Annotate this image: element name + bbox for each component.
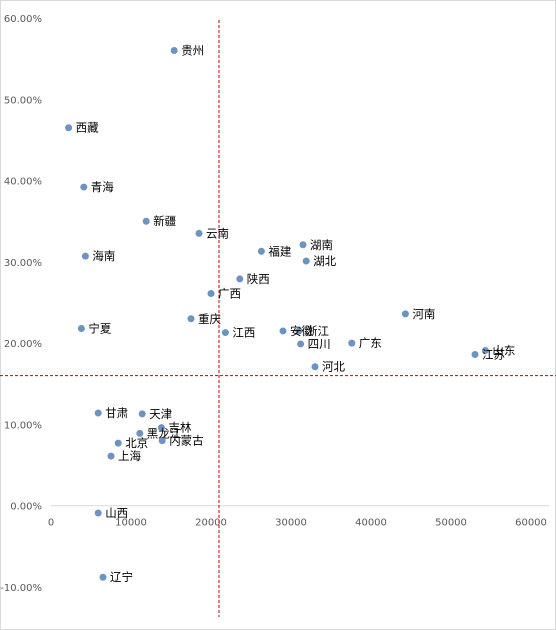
- data-point: [401, 310, 409, 318]
- data-point-label: 广东: [359, 336, 382, 350]
- data-point: [107, 452, 115, 460]
- x-tick-label: 10000: [115, 518, 147, 529]
- y-tick-label: 0.00%: [10, 502, 42, 513]
- data-point: [142, 217, 150, 225]
- data-point: [81, 252, 89, 260]
- data-point: [348, 339, 356, 347]
- x-tick-label: 0: [48, 518, 54, 529]
- data-point: [311, 363, 319, 371]
- data-point-label: 吉林: [168, 421, 191, 435]
- y-tick-label: 10.00%: [4, 420, 42, 431]
- data-point-label: 内蒙古: [169, 434, 204, 448]
- reference-lines-layer: [0, 20, 556, 617]
- data-point: [236, 275, 244, 283]
- data-point-label: 河北: [322, 360, 345, 374]
- data-point-label: 江西: [232, 326, 255, 340]
- data-point-label: 甘肃: [105, 406, 128, 420]
- y-tick-label: 50.00%: [4, 95, 42, 106]
- data-point-label: 浙江: [306, 324, 329, 338]
- data-point-label: 陕西: [247, 272, 270, 286]
- data-point: [221, 329, 229, 337]
- y-tick-label: 20.00%: [4, 339, 42, 350]
- data-point-label: 青海: [91, 180, 114, 194]
- data-point: [170, 47, 178, 55]
- y-tick-label: 40.00%: [4, 177, 42, 188]
- data-point: [481, 346, 489, 354]
- data-point-label: 河南: [412, 307, 435, 321]
- data-point: [157, 424, 165, 432]
- points-layer: [65, 47, 489, 581]
- data-point-label: 四川: [308, 337, 331, 351]
- data-point-label: 云南: [206, 226, 229, 240]
- data-point-label: 新疆: [153, 214, 176, 228]
- data-point: [77, 325, 85, 333]
- data-point: [99, 573, 107, 581]
- x-tick-label: 20000: [195, 518, 227, 529]
- data-point-label: 安徽: [290, 324, 313, 338]
- y-tick-label: 60.00%: [4, 14, 42, 25]
- data-point: [114, 439, 122, 447]
- x-tick-label: 30000: [275, 518, 307, 529]
- x-tick-label: 40000: [355, 518, 387, 529]
- data-point: [80, 183, 88, 191]
- data-point-label: 广西: [218, 287, 241, 301]
- data-point-label: 辽宁: [110, 570, 133, 584]
- data-point: [65, 124, 73, 132]
- data-point: [302, 257, 310, 265]
- data-point: [94, 409, 102, 417]
- data-point-label: 上海: [118, 449, 141, 463]
- data-point-label: 福建: [268, 244, 291, 258]
- data-point: [207, 290, 215, 298]
- data-point-label: 西藏: [76, 121, 99, 135]
- y-tick-label: 30.00%: [4, 258, 42, 269]
- y-tick-label: -10.00%: [0, 583, 42, 594]
- data-point-label: 湖南: [310, 238, 333, 252]
- data-point-label: 黑龙江: [147, 426, 182, 440]
- data-point: [471, 351, 479, 359]
- data-point: [195, 229, 203, 237]
- data-point: [136, 429, 144, 437]
- data-point: [187, 315, 195, 323]
- data-point-label: 江苏: [482, 348, 505, 362]
- data-point-label: 海南: [92, 249, 115, 263]
- data-point-label: 湖北: [313, 254, 336, 268]
- data-point-label: 山东: [492, 343, 515, 357]
- data-point: [295, 327, 303, 335]
- x-tick-label: 50000: [435, 518, 467, 529]
- data-point-label: 贵州: [181, 44, 204, 58]
- data-point: [94, 509, 102, 517]
- data-point: [138, 410, 146, 418]
- data-point: [299, 241, 307, 249]
- data-point-label: 重庆: [198, 312, 221, 326]
- x-tick-label: 60000: [515, 518, 547, 529]
- data-point: [158, 437, 166, 445]
- data-point-label: 北京: [125, 436, 148, 450]
- axes-layer: 60.00% 50.00% 40.00% 30.00% 20.00% 10.00% 0.00…: [0, 14, 549, 594]
- data-point-label: 山西: [105, 506, 128, 520]
- data-point: [257, 247, 265, 255]
- data-point: [279, 327, 287, 335]
- data-point-label: 宁夏: [88, 322, 111, 336]
- data-point: [297, 340, 305, 348]
- data-point-label: 天津: [149, 407, 172, 421]
